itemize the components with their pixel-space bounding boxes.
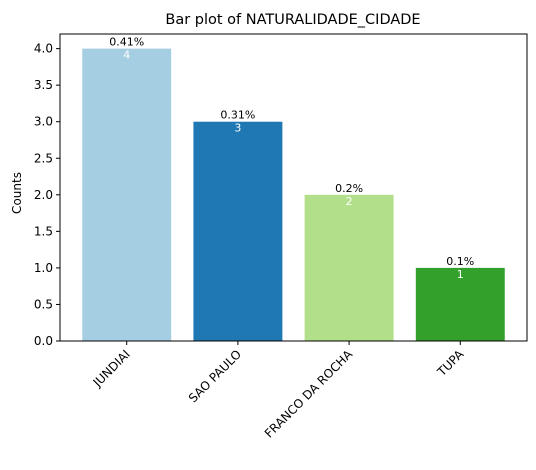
value-label: 3 xyxy=(234,122,241,135)
y-tick-label: 2.0 xyxy=(34,188,53,202)
y-tick-label: 4.0 xyxy=(34,42,53,56)
bar-tupa xyxy=(415,267,505,341)
y-tick-label: 3.5 xyxy=(34,78,53,92)
y-tick-label: 0.0 xyxy=(34,334,53,348)
y-axis-label: Counts xyxy=(10,172,24,214)
bar-jundiai xyxy=(82,48,172,341)
bar-sao-paulo xyxy=(193,121,283,341)
bar-franco-da-rocha xyxy=(304,194,394,341)
percent-label: 0.31% xyxy=(220,109,255,122)
x-tick-label: TUPA xyxy=(434,347,467,380)
x-tick-label: JUNDIAI xyxy=(90,347,133,390)
value-label: 4 xyxy=(123,49,130,62)
x-tick-label: SAO PAULO xyxy=(186,347,244,405)
x-tick-label: FRANCO DA ROCHA xyxy=(262,347,356,441)
plot-frame xyxy=(59,33,528,342)
y-tick-label: 1.5 xyxy=(34,224,53,238)
bars-layer: 0.41%4 0.31%3 0.2%2 0.1%1 xyxy=(82,36,505,341)
y-tick-label: 2.5 xyxy=(34,151,53,165)
value-label: 1 xyxy=(457,268,464,281)
percent-label: 0.41% xyxy=(109,36,144,49)
percent-label: 0.2% xyxy=(335,182,363,195)
y-tick-label: 0.5 xyxy=(34,297,53,311)
chart-title: Bar plot of NATURALIDADE_CIDADE xyxy=(165,12,420,28)
percent-label: 0.1% xyxy=(446,255,474,268)
value-label: 2 xyxy=(346,195,353,208)
y-tick-label: 1.0 xyxy=(34,261,53,275)
y-tick-label: 3.0 xyxy=(34,115,53,129)
